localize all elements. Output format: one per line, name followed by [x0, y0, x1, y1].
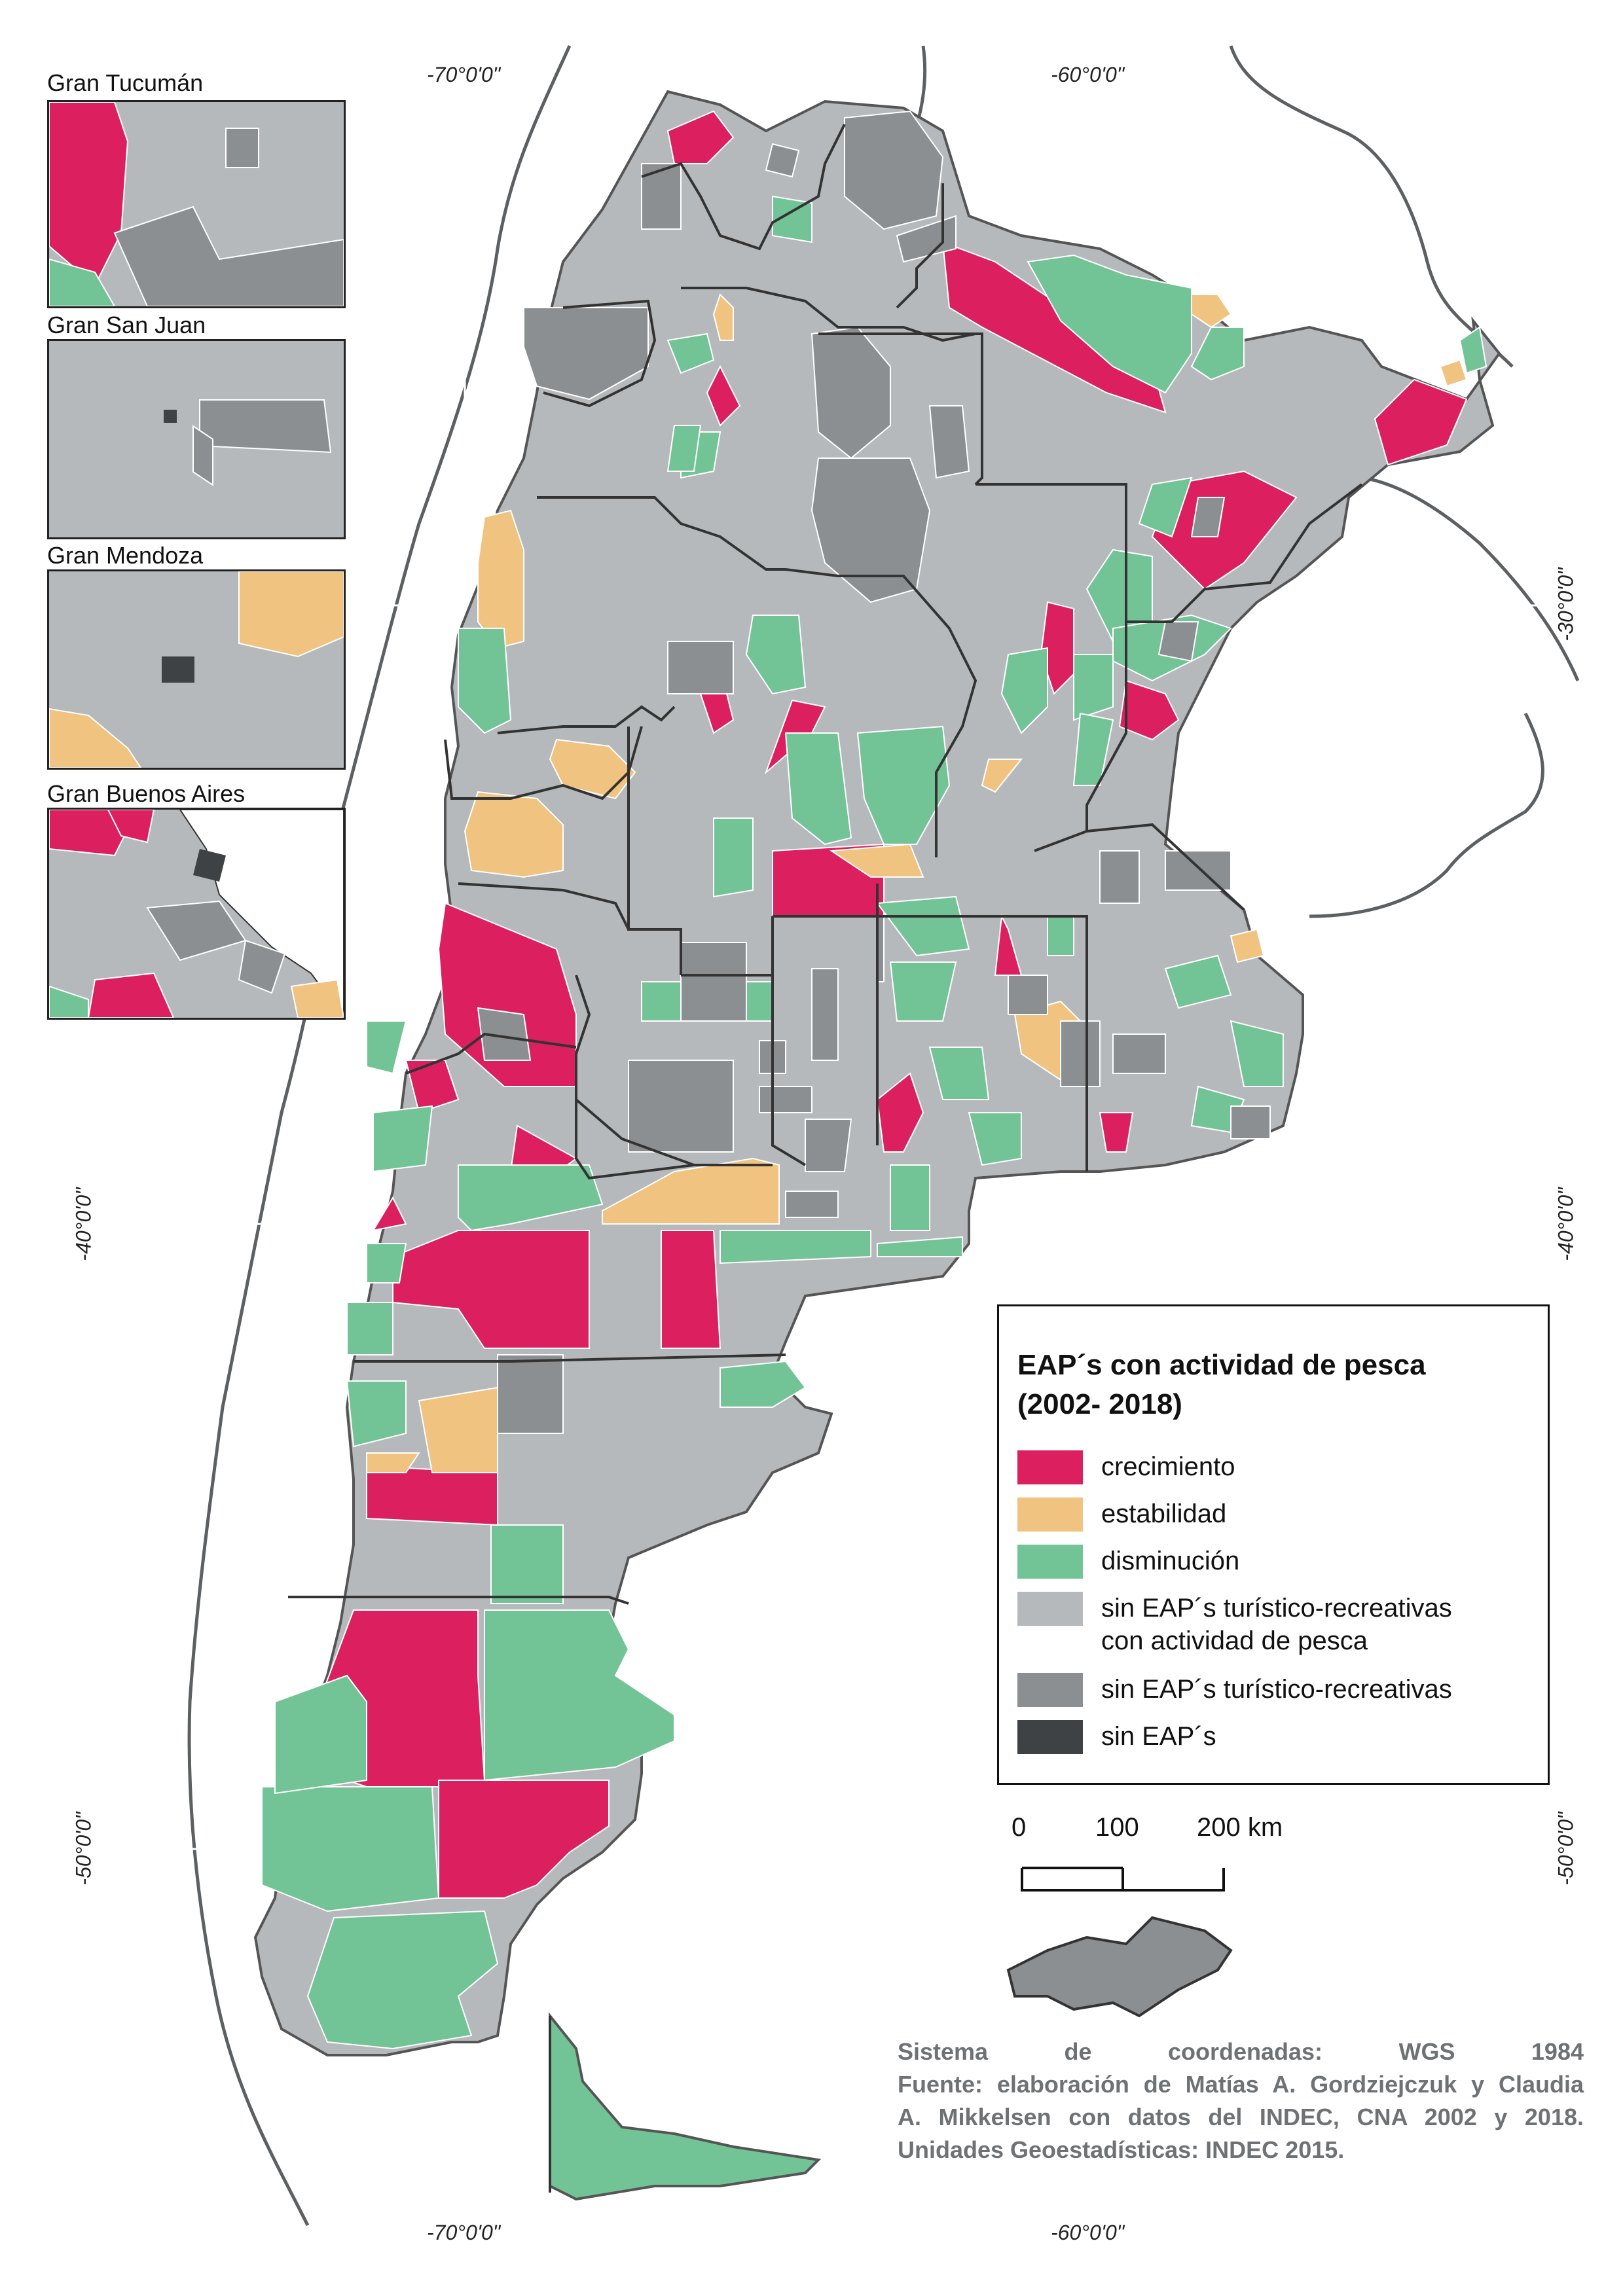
legend-swatch — [1017, 1592, 1083, 1626]
credit-word: 1984 — [1531, 2038, 1584, 2065]
lon-label-top-60: -60°0'0" — [1051, 63, 1125, 86]
credit-line-2: Fuente: elaboración de Matías A. Gordzie… — [898, 2071, 1584, 2098]
credit-line-4: Unidades Geoestadísticas: INDEC 2015. — [898, 2136, 1345, 2163]
inset-map-tucuman — [47, 100, 346, 308]
legend-label-line2: con actividad de pesca — [1101, 1626, 1368, 1655]
inset-map-san-juan — [47, 339, 346, 539]
legend-title-line1: EAP´s con actividad de pesca — [1017, 1349, 1426, 1381]
legend-title: EAP´s con actividad de pesca (2002- 2018… — [1017, 1346, 1541, 1424]
legend-swatch — [1017, 1545, 1083, 1579]
credits: Sistema de coordenadas: WGS 1984 Fuente:… — [898, 2036, 1584, 2166]
lat-label-right-40: -40°0'0" — [1554, 1187, 1578, 1261]
legend-title-line2: (2002- 2018) — [1017, 1388, 1182, 1420]
legend-label: crecimiento — [1101, 1452, 1235, 1481]
legend-label-line1: sin EAP´s turístico-recreativas — [1101, 1594, 1452, 1623]
legend: EAP´s con actividad de pesca (2002- 2018… — [997, 1304, 1550, 1785]
credit-line-1: Sistema de coordenadas: WGS 1984 — [898, 2036, 1584, 2068]
scale-label-100: 100 — [1095, 1813, 1139, 1842]
lat-label-right-50: -50°0'0" — [1554, 1812, 1578, 1886]
legend-label: sin EAP´s turístico-recreativas con acti… — [1101, 1592, 1452, 1657]
lon-label-bottom-70: -70°0'0" — [427, 2221, 501, 2244]
tierra-del-fuego — [549, 2012, 822, 2201]
legend-item-disminucion: disminución — [1017, 1545, 1239, 1581]
inset-map-buenos-aires — [47, 808, 346, 1020]
inset-title-tucuman: Gran Tucumán — [47, 69, 204, 96]
legend-item-estabilidad: estabilidad — [1017, 1498, 1226, 1534]
credit-word: de — [1064, 2038, 1092, 2065]
scale-label-200: 200 km — [1197, 1813, 1283, 1842]
malvinas — [1006, 1916, 1233, 2018]
legend-label: disminución — [1101, 1547, 1240, 1575]
legend-label: estabilidad — [1101, 1499, 1227, 1528]
scale-bar: 0 100 200 km — [1012, 1813, 1283, 1905]
credit-word: WGS — [1398, 2038, 1455, 2065]
lat-label-left-50: -50°0'0" — [71, 1812, 96, 1886]
lat-label-right-30: -30°0'0" — [1554, 567, 1578, 641]
legend-label: sin EAP´s — [1101, 1722, 1216, 1751]
inset-map-mendoza — [47, 569, 346, 770]
legend-swatch — [1017, 1498, 1083, 1532]
districts-sin-eap-tr — [477, 110, 1271, 1434]
legend-label: sin EAP´s turístico-recreativas — [1101, 1675, 1452, 1704]
legend-swatch — [1017, 1673, 1083, 1707]
scale-label-0: 0 — [1012, 1813, 1027, 1842]
lat-label-left-40: -40°0'0" — [71, 1187, 96, 1261]
legend-item-sin-eap: sin EAP´s — [1017, 1720, 1216, 1757]
inset-title-buenos-aires: Gran Buenos Aires — [47, 780, 246, 807]
legend-item-sin-eap-tr-con-pesca: sin EAP´s turístico-recreativas con acti… — [1017, 1592, 1452, 1664]
legend-item-sin-eap-tr: sin EAP´s turístico-recreativas — [1017, 1673, 1452, 1710]
lon-label-bottom-60: -60°0'0" — [1051, 2221, 1125, 2244]
credit-word: coordenadas: — [1167, 2038, 1323, 2065]
inset-title-san-juan: Gran San Juan — [47, 312, 206, 338]
legend-item-crecimiento: crecimiento — [1017, 1450, 1235, 1487]
credit-word: Sistema — [898, 2038, 989, 2065]
credit-line-3: A. Mikkelsen con datos del INDEC, CNA 20… — [898, 2104, 1584, 2130]
legend-swatch — [1017, 1720, 1083, 1754]
scale-bar-graphic — [1021, 1867, 1225, 1892]
province-borders — [288, 124, 1363, 2193]
districts-disminucion — [261, 195, 1487, 2050]
inset-title-mendoza: Gran Mendoza — [47, 542, 204, 569]
legend-swatch — [1017, 1450, 1083, 1484]
lon-label-top-70: -70°0'0" — [427, 63, 501, 86]
